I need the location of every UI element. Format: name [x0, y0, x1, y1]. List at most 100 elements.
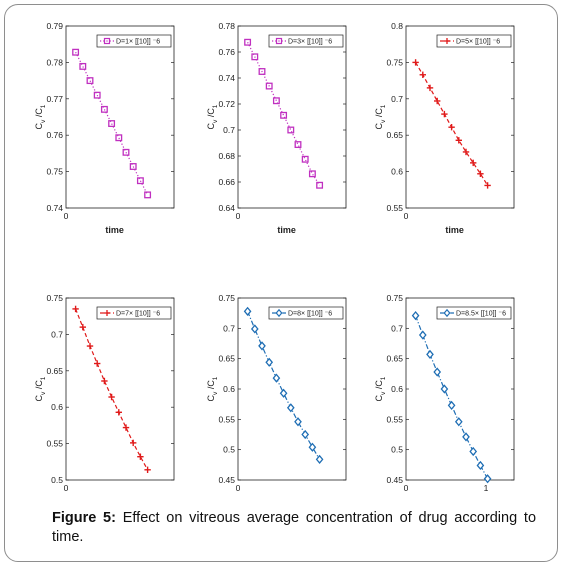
data-point: [477, 170, 484, 177]
data-point: [411, 310, 420, 321]
y-tick-label: 0.68: [218, 151, 235, 161]
y-tick-label: 0.79: [46, 21, 63, 31]
legend-label: D=7× [[10]] ⁻6: [116, 311, 160, 318]
y-tick-label: 0.65: [386, 130, 403, 140]
data-point: [448, 123, 455, 131]
x-axis-label: time: [445, 225, 464, 235]
legend-box: [436, 34, 512, 48]
data-point: [462, 432, 470, 442]
data-point: [419, 71, 426, 78]
data-point: [108, 393, 115, 401]
data-point: [144, 191, 152, 199]
data-point: [294, 141, 302, 149]
data-point: [115, 134, 123, 142]
y-tick-label: 0.75: [46, 167, 63, 177]
data-point: [244, 38, 252, 46]
data-point: [447, 400, 456, 410]
data-point: [265, 357, 274, 367]
legend-label: D=8.5× [[10]] ⁻6: [456, 311, 506, 318]
chart-svg: 0.55 0.6 0.65 0.7 0.75 0.8 0 time Cv /C1 D=5× [[1…: [374, 21, 515, 235]
y-tick-label: 0.6: [223, 384, 235, 394]
plot-area: [65, 297, 175, 481]
legend-marker: [443, 308, 451, 318]
y-tick-label: 0.75: [386, 293, 403, 303]
chart-panel-2: 0.64 0.66 0.68 0.7 0.72 0.74 0.76 0.78 0 time Cv /…: [206, 20, 366, 242]
x-origin-label: 0: [236, 211, 241, 221]
legend-marker: [275, 37, 283, 45]
chart-panel-1: 0.74 0.75 0.76 0.77 0.78 0.79 0 time Cv /C1 D=1× …: [34, 20, 194, 242]
data-point: [287, 126, 295, 134]
y-tick-label: 0.72: [218, 99, 235, 109]
data-point: [79, 62, 87, 70]
y-tick-label: 0.7: [51, 329, 63, 339]
y-tick-label: 0.7: [391, 323, 403, 333]
legend-label: D=8× [[10]] ⁻6: [288, 311, 332, 318]
data-point: [426, 84, 434, 92]
x-tick-label: 1: [484, 483, 489, 493]
chart-svg: 0.45 0.5 0.55 0.6 0.65 0.7 0.75 1 0 Cv /C1 D=8.5× …: [374, 293, 515, 493]
y-tick-label: 0.65: [218, 354, 235, 364]
x-origin-label: 0: [64, 483, 69, 493]
figure-frame: [4, 4, 558, 562]
caption-text: Effect on vitreous average concentration…: [52, 510, 537, 545]
data-point: [308, 170, 316, 178]
plot-area: [405, 25, 515, 209]
chart-panel-3: 0.55 0.6 0.65 0.7 0.75 0.8 0 time Cv /C1 D=5× [[1…: [374, 20, 534, 242]
series-line: [75, 308, 149, 471]
y-tick-label: 0.6: [391, 167, 403, 177]
legend-label: D=1× [[10]] ⁻6: [116, 39, 160, 46]
data-point: [316, 181, 324, 189]
y-axis-label: Cv /C1: [34, 376, 47, 401]
plot-area: [405, 297, 515, 481]
y-tick-label: 0.55: [386, 414, 403, 424]
x-origin-label: 0: [404, 483, 409, 493]
y-tick-label: 0.74: [218, 73, 235, 83]
data-point: [122, 148, 130, 156]
data-point: [136, 177, 144, 185]
data-point: [100, 105, 108, 113]
series-line: [75, 51, 149, 196]
y-tick-label: 0.78: [218, 21, 235, 31]
data-point: [115, 409, 122, 416]
data-point: [130, 439, 137, 447]
data-point: [279, 388, 288, 398]
chart-svg: 0.45 0.5 0.55 0.6 0.65 0.7 0.75 0 Cv /C1 D=8× [[1…: [206, 293, 347, 493]
data-point: [108, 120, 116, 128]
x-axis-label: time: [277, 225, 296, 235]
data-point: [483, 474, 492, 484]
data-point: [454, 417, 463, 427]
chart-svg: 0.74 0.75 0.76 0.77 0.78 0.79 0 time Cv /C1 D=1× …: [34, 21, 175, 235]
y-axis-label: Cv /C1: [374, 104, 387, 129]
legend-marker: [275, 308, 283, 318]
data-point: [412, 59, 419, 66]
y-tick-label: 0.78: [46, 57, 63, 67]
y-tick-label: 0.65: [46, 366, 63, 376]
chart-panel-5: 0.45 0.5 0.55 0.6 0.65 0.7 0.75 0 Cv /C1 D=8× [[1…: [206, 292, 366, 514]
data-point: [122, 424, 130, 431]
data-point: [251, 53, 259, 61]
data-point: [86, 342, 94, 350]
legend-box: [96, 34, 172, 48]
y-tick-label: 0.45: [218, 475, 235, 485]
data-point: [94, 360, 101, 367]
y-axis-label: Cv /C1: [206, 104, 219, 129]
y-tick-label: 0.64: [218, 203, 235, 213]
y-tick-label: 0.5: [51, 475, 63, 485]
plot-area: [237, 25, 347, 209]
y-tick-label: 0.7: [223, 125, 235, 135]
data-point: [72, 48, 80, 56]
y-tick-label: 0.6: [391, 384, 403, 394]
data-point: [308, 442, 317, 452]
y-tick-label: 0.55: [218, 414, 235, 424]
plot-area: [65, 25, 175, 209]
data-point: [272, 373, 281, 383]
data-point: [455, 137, 462, 144]
x-origin-label: 0: [236, 483, 241, 493]
y-axis-label: Cv /C1: [206, 376, 219, 401]
data-point: [258, 68, 266, 75]
chart-panel-4: 0.5 0.55 0.6 0.65 0.7 0.75 0 Cv /C1 D=7× [[10]] …: [34, 292, 194, 514]
data-point: [441, 110, 448, 118]
data-point: [79, 323, 86, 331]
data-point: [294, 417, 302, 427]
y-tick-label: 0.66: [218, 177, 235, 187]
